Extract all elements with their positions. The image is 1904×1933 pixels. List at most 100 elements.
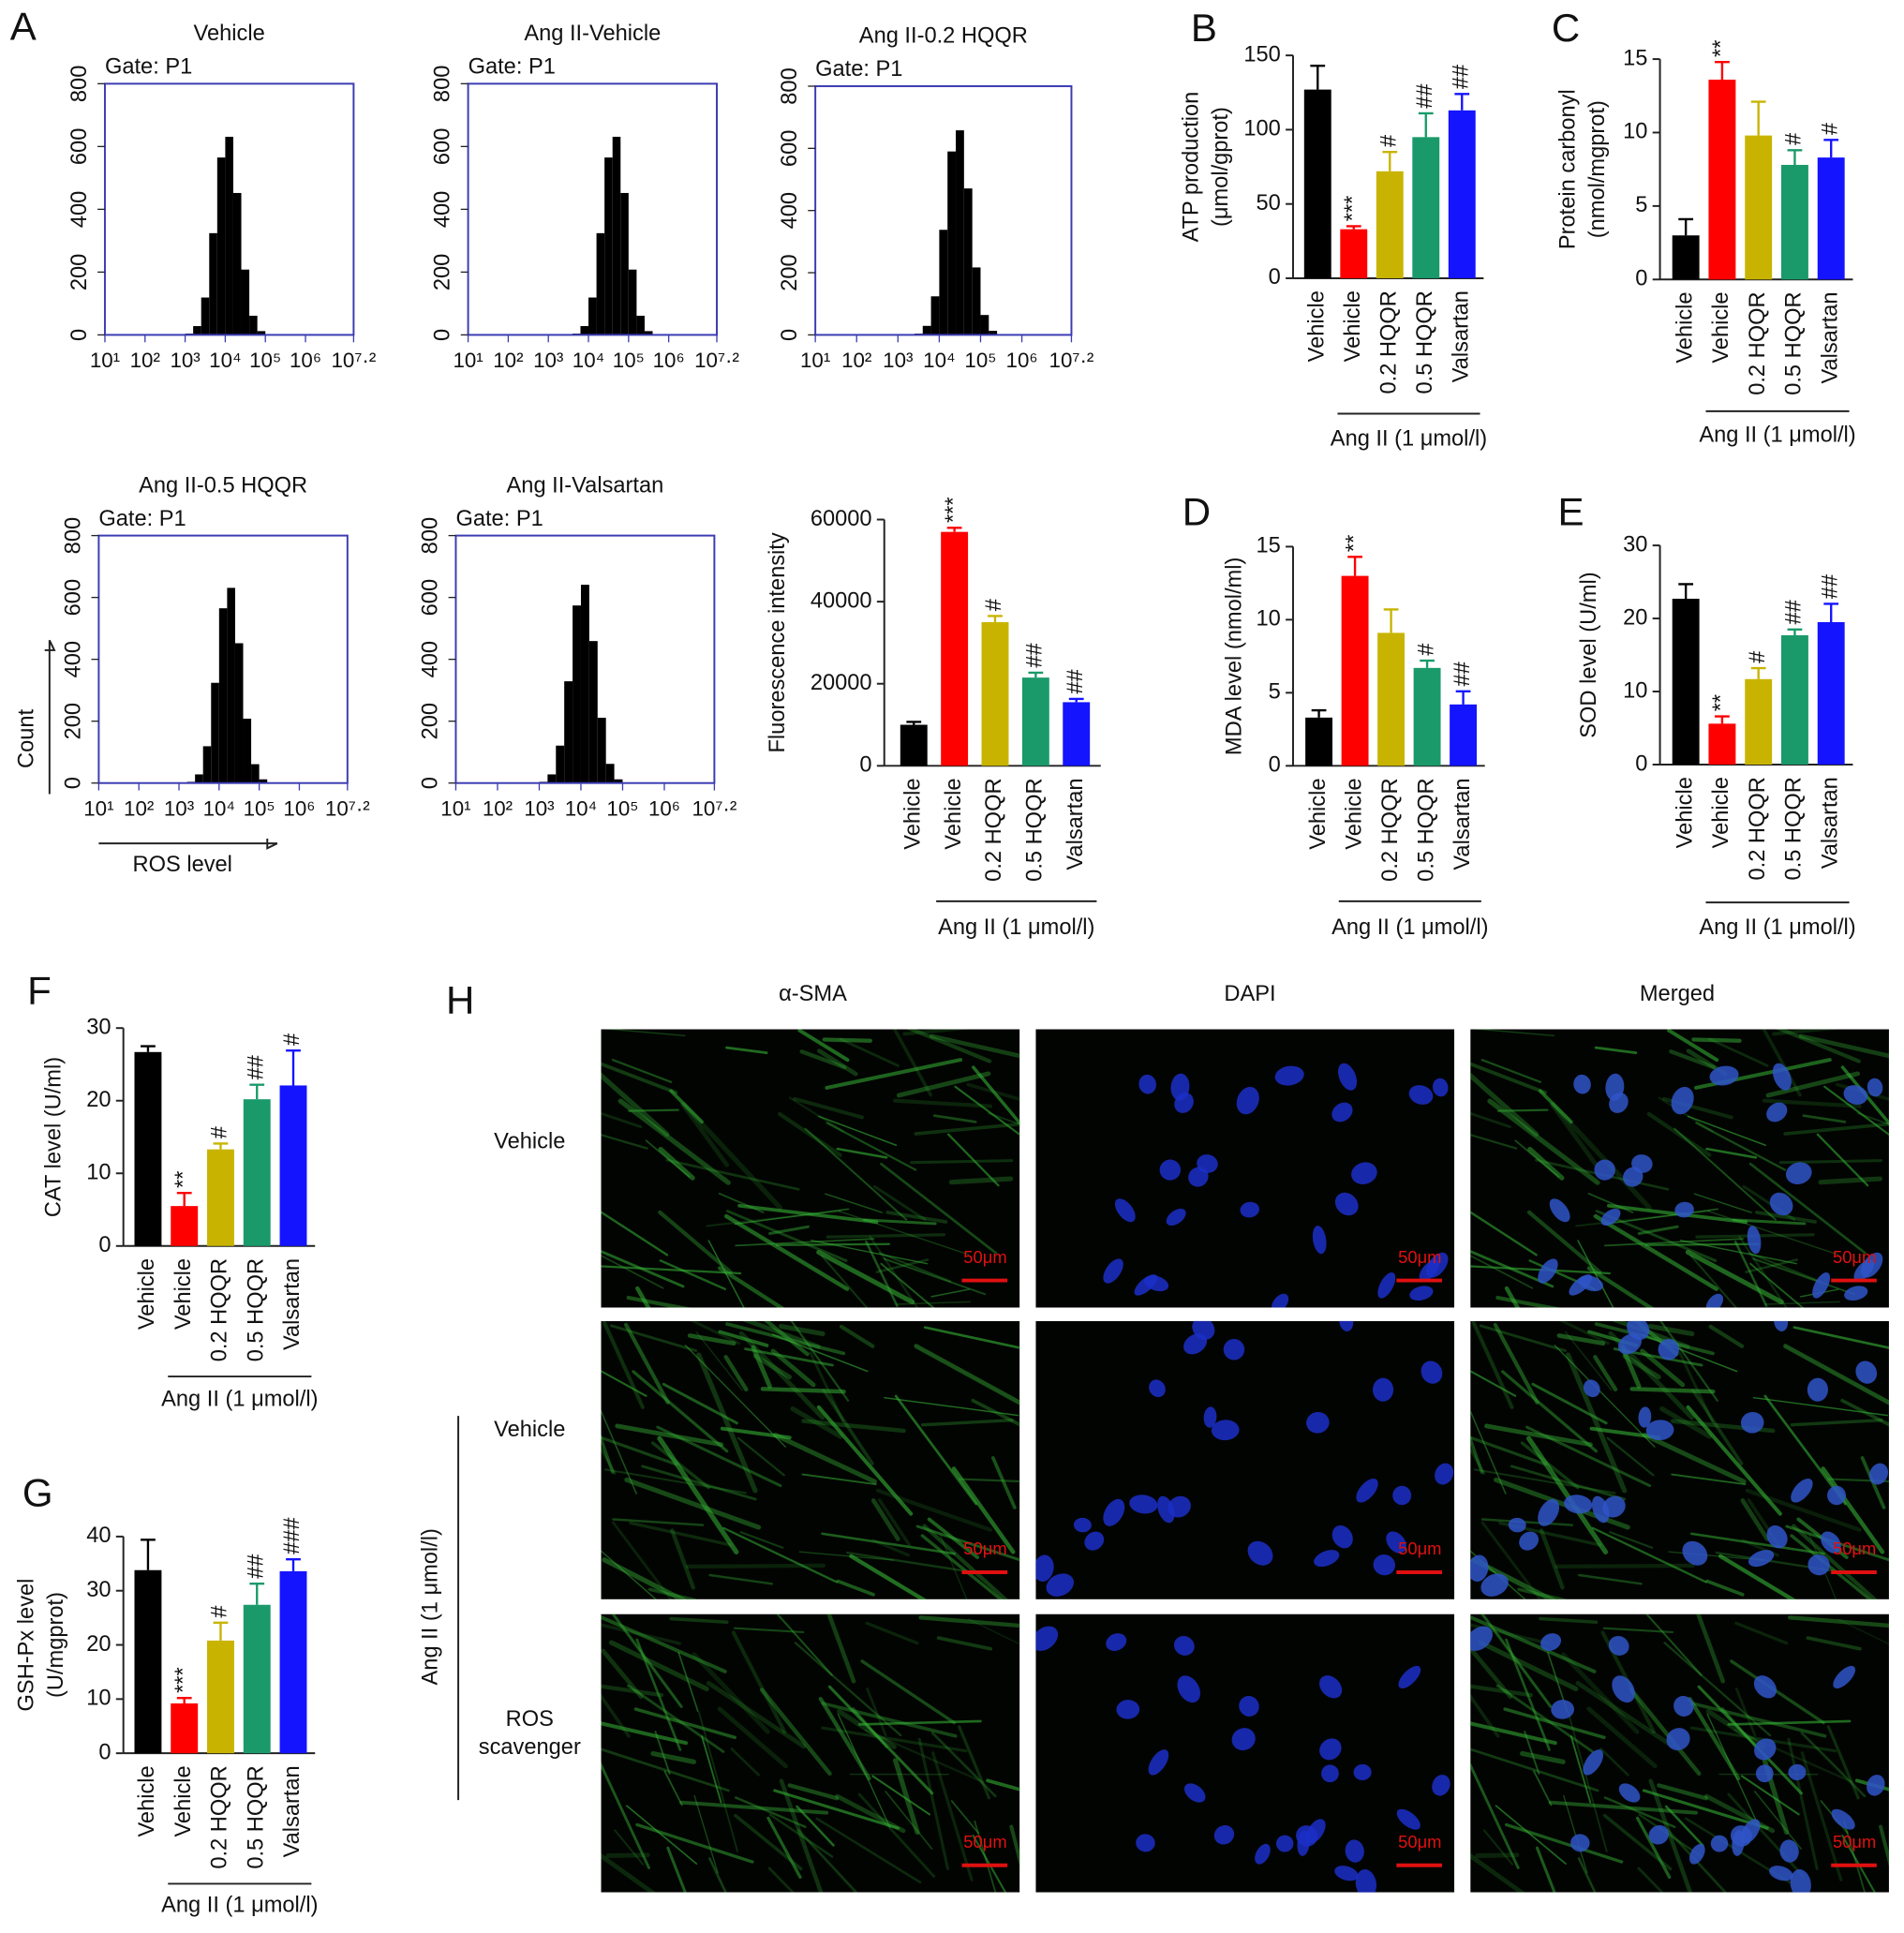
y-tick-label: 150 bbox=[1243, 42, 1280, 67]
x-tick-label: 10¹ bbox=[83, 797, 113, 821]
histogram-bar bbox=[972, 267, 981, 335]
x-tick-label: Vehicle bbox=[1305, 290, 1330, 362]
nucleus bbox=[1470, 1626, 1493, 1651]
panel-letter: C bbox=[1552, 6, 1580, 50]
actin-fiber bbox=[885, 1791, 933, 1850]
micrograph: 50μm bbox=[1035, 1613, 1455, 1893]
actin-fiber bbox=[1727, 1719, 1852, 1726]
micrograph-background bbox=[1035, 1613, 1455, 1893]
bar bbox=[243, 1604, 271, 1754]
actin-fiber bbox=[722, 1526, 839, 1584]
x-tick-label: 0.2 HQQR bbox=[1377, 290, 1402, 394]
y-tick-label: 30 bbox=[86, 1015, 111, 1039]
actin-fiber bbox=[725, 1322, 846, 1356]
actin-fiber bbox=[958, 1725, 991, 1800]
actin-fiber bbox=[1475, 1852, 1520, 1858]
actin-fiber bbox=[930, 1288, 970, 1298]
actin-fiber bbox=[1589, 1426, 1661, 1440]
actin-fiber bbox=[1565, 1352, 1628, 1494]
significance-label: ## bbox=[1818, 573, 1842, 599]
histogram-bar bbox=[989, 331, 998, 335]
x-tick-label: 10¹ bbox=[800, 349, 830, 372]
actin-fiber bbox=[1495, 1684, 1595, 1753]
nucleus bbox=[1432, 1775, 1450, 1796]
actin-fiber bbox=[906, 1029, 992, 1063]
actin-fiber bbox=[1693, 1193, 1752, 1213]
actin-fiber bbox=[611, 1059, 673, 1083]
nucleus bbox=[1106, 1633, 1127, 1651]
actin-fiber bbox=[735, 1238, 875, 1247]
bar bbox=[1780, 164, 1808, 280]
gate-label: Gate: P1 bbox=[105, 55, 192, 80]
actin-fiber bbox=[759, 1688, 832, 1777]
actin-fiber bbox=[1840, 1065, 1889, 1126]
nucleus bbox=[1339, 1320, 1354, 1331]
actin-fiber bbox=[677, 1651, 699, 1713]
actin-fiber bbox=[1748, 1252, 1822, 1283]
actin-fiber bbox=[1788, 1615, 1889, 1628]
actin-fiber bbox=[1470, 1721, 1557, 1746]
actin-fiber bbox=[1637, 1866, 1664, 1893]
actin-fiber bbox=[645, 1139, 691, 1178]
actin-fiber bbox=[1818, 1176, 1882, 1185]
bar bbox=[1341, 575, 1369, 766]
y-tick-label: 100 bbox=[1243, 117, 1280, 141]
actin-fiber bbox=[939, 1534, 968, 1599]
nucleus bbox=[1331, 1102, 1353, 1123]
actin-fiber bbox=[1470, 1072, 1540, 1137]
x-tick-label: 10⁵ bbox=[249, 349, 281, 372]
actin-fiber bbox=[768, 1813, 834, 1858]
x-tick-label: Vehicle bbox=[1709, 291, 1733, 363]
x-tick-label: 10⁷·² bbox=[325, 797, 370, 821]
actin-fiber bbox=[1763, 1301, 1840, 1305]
actin-fiber bbox=[734, 1208, 850, 1226]
actin-fiber bbox=[601, 1550, 658, 1599]
x-tick-label: 10¹ bbox=[453, 349, 483, 372]
y-axis-label: CAT level (U/ml) bbox=[41, 1057, 66, 1217]
nucleus bbox=[1073, 1517, 1092, 1533]
error-bar bbox=[1787, 628, 1803, 636]
y-tick-label: 0 bbox=[1635, 267, 1647, 291]
actin-fiber bbox=[1501, 1370, 1599, 1453]
y-tick-label: 0 bbox=[61, 777, 85, 789]
error-bar bbox=[988, 615, 1003, 623]
error-bar bbox=[906, 721, 922, 725]
x-tick-label: Valsartan bbox=[1064, 778, 1088, 870]
actin-fiber bbox=[797, 1029, 850, 1063]
error-bar bbox=[1678, 217, 1694, 236]
actin-fiber bbox=[959, 1478, 1020, 1483]
actin-fiber bbox=[1695, 1613, 1726, 1684]
nucleus bbox=[1658, 1338, 1680, 1361]
arrow-head bbox=[44, 639, 56, 651]
histogram-bar bbox=[963, 188, 973, 335]
actin-fiber bbox=[1806, 1636, 1862, 1651]
actin-fiber bbox=[870, 1498, 900, 1541]
bar bbox=[1745, 135, 1773, 280]
y-tick-label: 600 bbox=[418, 579, 442, 616]
actin-fiber bbox=[1755, 1211, 1817, 1224]
group-label: Ang II (1 μmol/l) bbox=[418, 1528, 442, 1685]
bar bbox=[279, 1570, 307, 1754]
actin-fiber bbox=[1470, 1446, 1486, 1475]
group-label: Ang II (1 μmol/l) bbox=[1331, 915, 1488, 940]
actin-fiber bbox=[658, 1146, 695, 1181]
histogram-bar bbox=[547, 774, 557, 783]
histogram-bar bbox=[243, 719, 252, 783]
x-tick-label: 10² bbox=[493, 349, 524, 372]
bar bbox=[1063, 702, 1091, 766]
actin-fiber bbox=[1482, 1829, 1513, 1866]
nucleus bbox=[1166, 1208, 1186, 1227]
significance-label: ## bbox=[244, 1554, 268, 1579]
actin-fiber bbox=[775, 1242, 890, 1246]
error-bar bbox=[249, 1083, 265, 1100]
nucleus bbox=[1671, 1086, 1694, 1115]
nucleus bbox=[1740, 1411, 1764, 1434]
actin-fiber bbox=[1470, 1370, 1517, 1397]
actin-fiber bbox=[793, 1096, 864, 1120]
nucleus bbox=[1319, 1738, 1342, 1761]
y-tick-label: 400 bbox=[431, 191, 455, 228]
actin-fiber bbox=[1772, 1029, 1840, 1036]
y-tick-label: 0 bbox=[859, 753, 871, 778]
nucleus bbox=[1843, 1085, 1868, 1105]
actin-fiber bbox=[1527, 1146, 1565, 1181]
